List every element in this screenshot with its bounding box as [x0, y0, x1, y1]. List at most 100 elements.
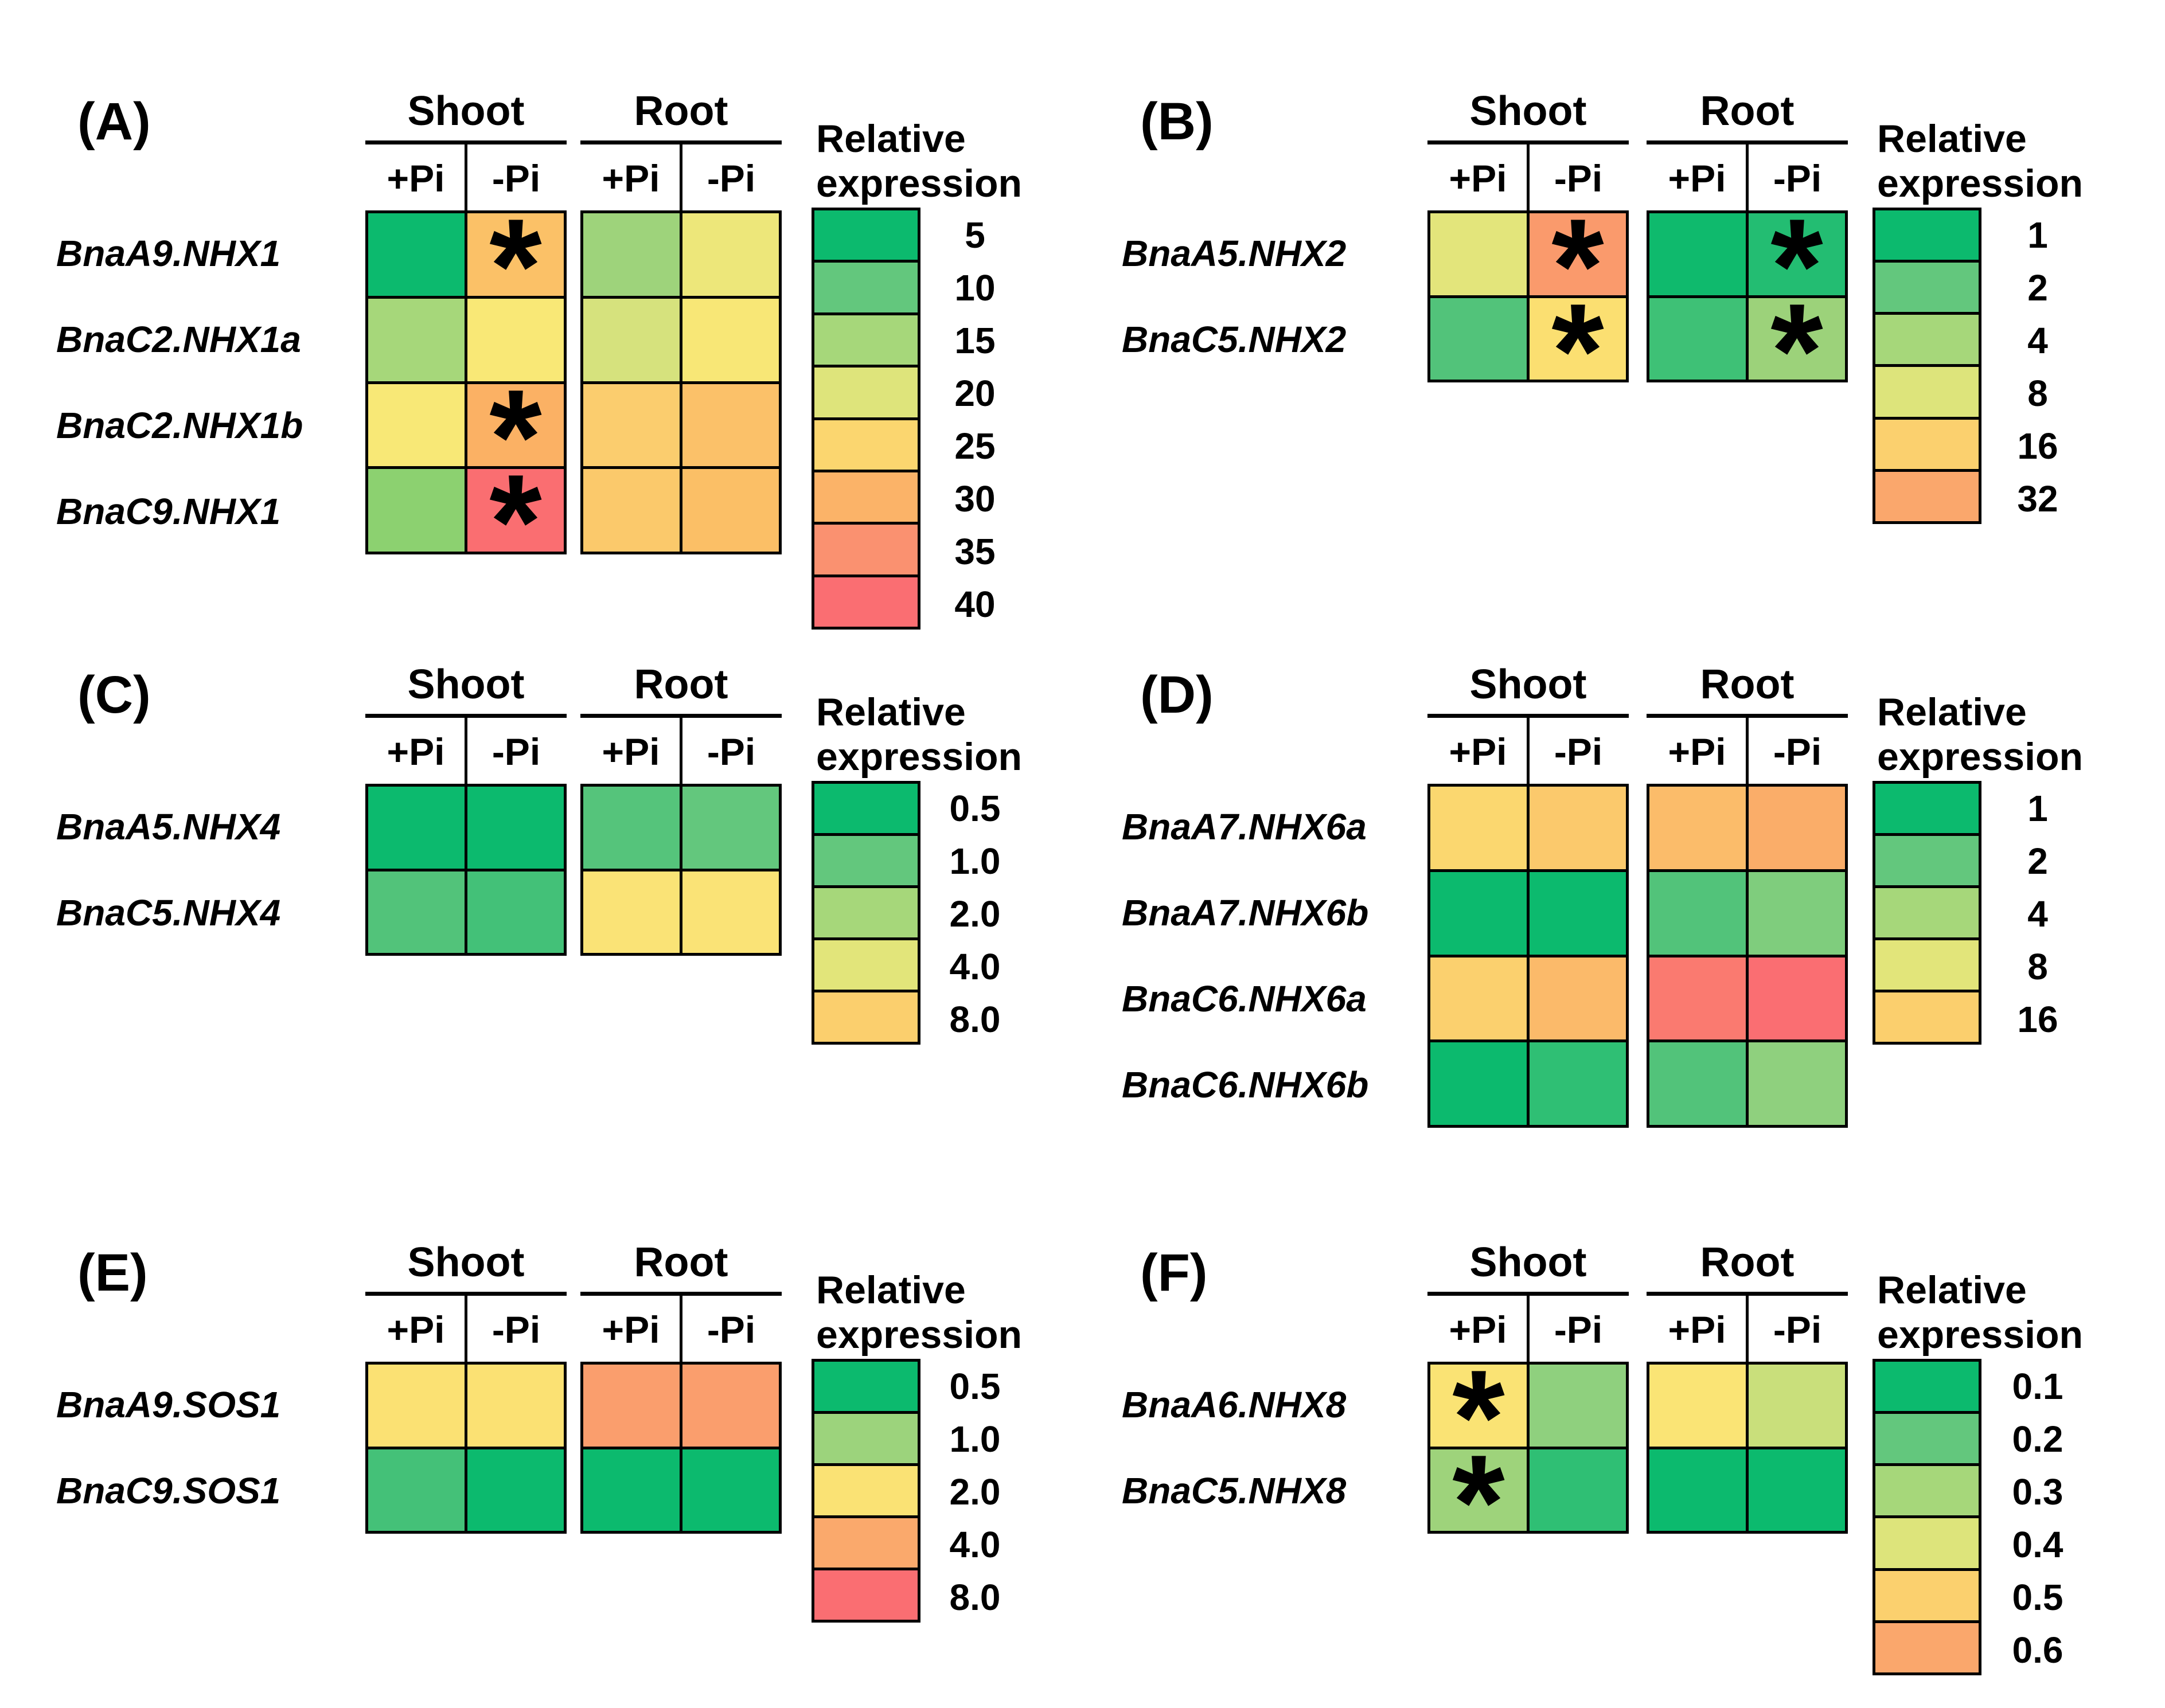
header-underline — [1647, 140, 1848, 144]
legend-swatch — [814, 836, 918, 885]
treatment-header-plus-pi: +Pi — [387, 730, 445, 773]
heatmap-cell: * — [467, 198, 564, 333]
significance-asterisk: * — [1452, 1426, 1505, 1577]
heatmap-cell — [1530, 871, 1626, 955]
heatmap-cell — [1530, 787, 1626, 869]
heatmap-cell — [1649, 787, 1746, 869]
heatmap-table — [365, 1362, 567, 1534]
treatment-header-minus-pi: -Pi — [707, 157, 756, 200]
heatmap-cell — [1649, 298, 1746, 380]
legend-value-label: 0.5 — [2012, 1577, 2063, 1618]
legend-title-line1: Relative — [1877, 117, 2027, 161]
legend-title-line2: expression — [816, 162, 1023, 205]
legend-color-scale — [1873, 781, 1981, 1045]
legend-title-line2: expression — [1877, 1313, 2084, 1357]
treatment-header-minus-pi: -Pi — [1773, 730, 1822, 773]
legend-swatch — [814, 1466, 918, 1515]
legend-value-label: 0.1 — [2012, 1366, 2063, 1407]
column-divider-line — [680, 1296, 682, 1362]
column-divider-line — [465, 1296, 467, 1362]
legend-swatch — [814, 525, 918, 574]
legend-value-label: 1 — [2027, 788, 2048, 829]
legend-swatch — [814, 888, 918, 937]
treatment-header-minus-pi: -Pi — [1773, 1308, 1822, 1351]
header-underline — [365, 714, 567, 718]
legend-value-label: 8 — [2027, 946, 2048, 987]
legend-swatch — [814, 210, 918, 260]
treatment-header-minus-pi: -Pi — [491, 157, 541, 200]
heatmap-cell — [467, 298, 564, 381]
group-header-root: Root — [1700, 1240, 1795, 1285]
legend-title-line1: Relative — [1877, 690, 2027, 734]
legend-value-label: 8.0 — [949, 1577, 1001, 1618]
legend-swatch — [1875, 1414, 1979, 1464]
group-header-root: Root — [1700, 662, 1795, 708]
legend-swatch — [1875, 888, 1979, 937]
legend-value-label: 0.4 — [2012, 1524, 2063, 1565]
column-divider-line — [1527, 144, 1530, 210]
gene-label: BnaA6.NHX8 — [1122, 1384, 1347, 1425]
heatmap-table: * * — [1427, 1350, 1629, 1569]
heatmap-cell — [583, 1449, 680, 1531]
group-header-shoot: Shoot — [407, 662, 525, 708]
heatmap-cell — [682, 1449, 779, 1531]
legend-swatch — [814, 315, 918, 365]
treatment-header-plus-pi: +Pi — [1668, 730, 1726, 773]
header-underline — [365, 140, 567, 144]
legend-value-label: 16 — [2017, 999, 2058, 1040]
legend-swatch — [1875, 315, 1979, 365]
legend-swatch — [814, 368, 918, 417]
heatmap-cell — [583, 213, 680, 296]
heatmap-cell — [368, 1365, 465, 1447]
heatmap-cell — [368, 384, 465, 467]
legend-swatch — [814, 992, 918, 1042]
legend-value-label: 40 — [954, 584, 996, 625]
legend-value-label: 1.0 — [949, 1418, 1001, 1460]
treatment-header-plus-pi: +Pi — [387, 1308, 445, 1351]
legend-swatch — [1875, 471, 1979, 521]
gene-label: BnaC5.NHX2 — [1122, 319, 1347, 360]
gene-label: BnaA9.SOS1 — [56, 1384, 281, 1425]
panel-label: (E) — [77, 1244, 148, 1302]
heatmap-cell — [1530, 1365, 1626, 1447]
heatmap-cell — [1749, 957, 1845, 1040]
heatmap-cell — [368, 1449, 465, 1531]
treatment-header-minus-pi: -Pi — [1773, 157, 1822, 200]
heatmap-cell: * — [1530, 283, 1626, 418]
treatment-header-minus-pi: -Pi — [491, 730, 541, 773]
column-divider-line — [465, 144, 467, 210]
heatmap-table: * * — [1427, 198, 1629, 418]
significance-asterisk: * — [489, 446, 542, 597]
treatment-header-plus-pi: +Pi — [387, 157, 445, 200]
treatment-header-plus-pi: +Pi — [602, 1308, 660, 1351]
heatmap-table — [365, 784, 567, 956]
heatmap-cell — [583, 871, 680, 953]
heatmap-cell — [583, 787, 680, 869]
heatmap-table — [580, 210, 782, 554]
heatmap-cell — [1649, 957, 1746, 1040]
heatmap-cell — [1530, 1449, 1626, 1531]
heatmap-cell — [467, 871, 564, 953]
legend-swatch — [814, 263, 918, 312]
heatmap-cell — [1430, 871, 1527, 955]
heatmap-table: * * * — [365, 198, 567, 589]
heatmap-cell — [583, 298, 680, 381]
group-header-shoot: Shoot — [1469, 88, 1587, 134]
legend-color-scale — [1873, 1359, 1981, 1675]
legend-swatch — [1875, 419, 1979, 469]
group-header-shoot: Shoot — [407, 88, 525, 134]
heatmap-cell — [368, 871, 465, 953]
heatmap-cell — [368, 213, 465, 296]
heatmap-cell — [467, 787, 564, 869]
gene-label: BnaA5.NHX4 — [56, 806, 281, 847]
legend-value-label: 0.3 — [2012, 1471, 2063, 1512]
heatmap-cell — [1749, 1042, 1845, 1125]
treatment-header-plus-pi: +Pi — [1668, 157, 1726, 200]
heatmap-table — [1427, 784, 1629, 1128]
column-divider-line — [1746, 1296, 1749, 1362]
heatmap-cell — [1430, 1042, 1527, 1125]
legend-value-label: 2 — [2027, 267, 2048, 308]
heatmap-cell — [1649, 871, 1746, 955]
legend-swatch — [814, 784, 918, 833]
